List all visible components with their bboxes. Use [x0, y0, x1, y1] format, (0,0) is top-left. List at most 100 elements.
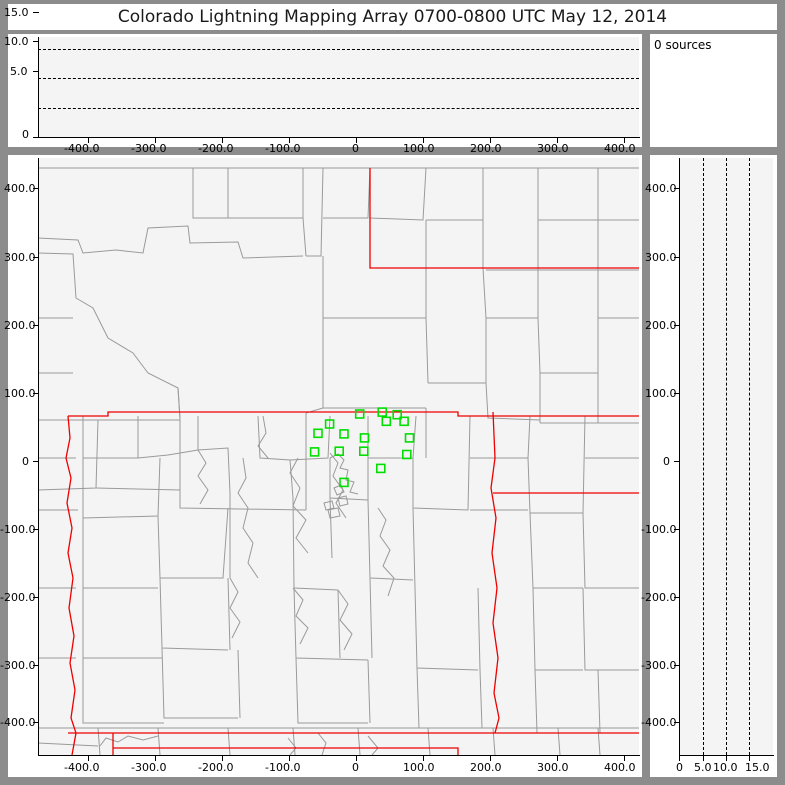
tick-label-x: 0: [352, 142, 359, 155]
tick-label-x: 0: [352, 761, 359, 774]
source-marker: [375, 463, 386, 474]
tick-label-y: 0: [22, 455, 29, 468]
tick-x: [155, 756, 156, 761]
colorado-county-boundaries: [82, 415, 639, 734]
tick-x: [624, 756, 625, 761]
title-bar: Colorado Lightning Mapping Array 0700-08…: [8, 4, 777, 30]
tick-y: [674, 665, 680, 666]
tick-y: [33, 188, 39, 189]
tick-x: [222, 138, 223, 143]
gridline-y: [38, 78, 639, 79]
tick-label-x: 200.0: [470, 761, 502, 774]
tick-y: [33, 461, 39, 462]
tick-label-x: -300.0: [131, 761, 167, 774]
source-marker: [339, 429, 349, 439]
tick-y: [33, 325, 39, 326]
tick-label-x: 10.0: [713, 761, 738, 774]
tick-label-x: 100.0: [403, 761, 435, 774]
tick-label-y: 400.0: [4, 182, 36, 195]
height-histogram-plot-area[interactable]: [679, 158, 773, 755]
source-markers: [309, 407, 415, 488]
source-marker: [324, 419, 335, 429]
tick-y: [33, 41, 39, 42]
tick-x: [624, 138, 625, 143]
tick-x: [88, 138, 89, 143]
tick-y: [33, 71, 39, 72]
tick-label-y: 0: [22, 128, 29, 141]
time-height-plot-area[interactable]: [38, 37, 639, 137]
tick-x: [490, 756, 491, 761]
tick-label-y: 10.0: [4, 35, 29, 48]
tick-label-y: -200.0: [641, 591, 677, 604]
tick-label-y: -100.0: [0, 523, 36, 536]
gridline-x: [703, 158, 704, 755]
tick-label-x: -100.0: [265, 761, 301, 774]
tick-label-x: 400.0: [604, 142, 636, 155]
source-marker: [404, 433, 415, 443]
tick-label-y: -300.0: [0, 659, 36, 672]
source-marker: [359, 433, 370, 443]
tick-label-y: 300.0: [4, 251, 36, 264]
sources-count-label: 0 sources: [654, 38, 712, 52]
mountain-county-boundaries: [197, 415, 395, 651]
source-marker: [313, 428, 323, 439]
tick-label-x: 0: [676, 761, 683, 774]
tick-y: [674, 529, 680, 530]
tick-label-x: 200.0: [470, 142, 502, 155]
tick-x: [703, 756, 704, 761]
tick-y: [33, 597, 39, 598]
tick-label-x: 5.0: [694, 761, 712, 774]
right-panel-y-axis: [679, 158, 680, 756]
tick-label-y: -100.0: [641, 523, 677, 536]
tick-y: [674, 597, 680, 598]
tick-label-x: -400.0: [64, 142, 100, 155]
map-y-axis: [38, 158, 39, 756]
tick-y: [674, 188, 680, 189]
source-marker: [358, 446, 369, 457]
tick-y: [33, 722, 39, 723]
tick-label-y: 5.0: [10, 65, 28, 78]
tick-label-y: 0: [663, 455, 670, 468]
gridline-x: [749, 158, 750, 755]
tick-x: [155, 138, 156, 143]
tick-label-y: 200.0: [4, 319, 36, 332]
gridline-x: [726, 158, 727, 755]
tick-x: [490, 138, 491, 143]
state-boundaries: [65, 168, 639, 755]
source-marker: [309, 447, 320, 457]
tick-label-x: -200.0: [198, 142, 234, 155]
map-plot-area[interactable]: [38, 158, 639, 755]
county-boundaries: [38, 167, 639, 511]
tick-label-x: -100.0: [265, 142, 301, 155]
tick-label-x: 400.0: [604, 761, 636, 774]
tick-y: [33, 137, 39, 138]
tick-x: [749, 756, 750, 761]
tick-label-x: 300.0: [537, 142, 569, 155]
tick-label-y: 300.0: [645, 251, 677, 264]
tick-y: [33, 665, 39, 666]
source-marker: [399, 416, 409, 427]
source-marker: [381, 416, 392, 427]
tick-label-y: -400.0: [0, 716, 36, 729]
tick-label-y: -200.0: [0, 591, 36, 604]
source-marker: [334, 446, 345, 457]
gridline-y: [38, 49, 639, 50]
tick-y: [33, 529, 39, 530]
tick-x: [289, 756, 290, 761]
source-marker: [401, 449, 412, 460]
right-panel-x-axis: [679, 755, 774, 756]
tick-label-x: 100.0: [403, 142, 435, 155]
tick-y: [674, 257, 680, 258]
top-panel-y-axis: [38, 37, 39, 138]
source-marker: [339, 477, 349, 488]
tick-y: [674, 722, 680, 723]
source-marker: [354, 409, 365, 419]
source-marker: [377, 407, 388, 417]
tick-x: [356, 756, 357, 761]
tick-label-x: 300.0: [537, 761, 569, 774]
tick-y: [674, 393, 680, 394]
tick-x: [88, 756, 89, 761]
tick-y: [33, 393, 39, 394]
tick-x: [726, 756, 727, 761]
